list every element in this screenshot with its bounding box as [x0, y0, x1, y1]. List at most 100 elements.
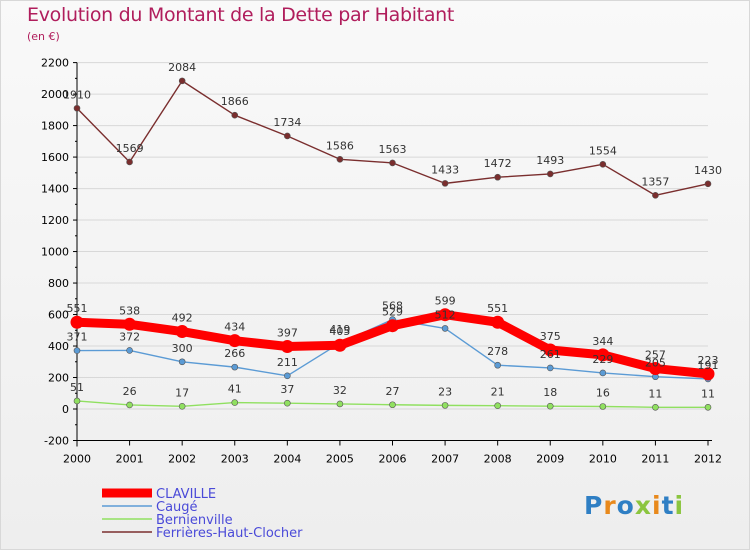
data-label: 1910: [63, 88, 91, 101]
legend-label: Bernienville: [156, 513, 233, 528]
data-point: [228, 334, 242, 348]
data-point: [284, 372, 291, 380]
chart-subtitle: (en €): [27, 30, 60, 43]
data-point: [494, 173, 501, 181]
data-label: 229: [592, 353, 613, 366]
data-label: 11: [701, 387, 715, 400]
y-tick-label: 400: [48, 340, 69, 353]
data-point: [178, 77, 186, 85]
data-label: 205: [645, 357, 666, 370]
y-tick-label: -200: [44, 435, 69, 448]
data-point: [389, 401, 396, 409]
y-tick-label: 2200: [41, 57, 69, 70]
x-tick-label: 2000: [63, 453, 91, 466]
logo-letter: t: [661, 491, 675, 520]
data-label: 278: [487, 345, 508, 358]
data-point: [178, 358, 186, 366]
data-label: 1357: [641, 175, 669, 188]
y-tick-label: 1200: [41, 214, 69, 227]
data-point: [178, 403, 186, 410]
data-label: 1866: [221, 95, 249, 108]
data-point: [652, 192, 659, 199]
y-tick-label: 600: [48, 309, 69, 322]
x-tick-label: 2006: [379, 453, 407, 466]
data-label: 51: [70, 381, 84, 394]
data-point: [599, 161, 607, 168]
data-label: 371: [67, 331, 88, 344]
data-label: 551: [67, 302, 88, 315]
data-point: [546, 170, 554, 178]
data-point: [491, 315, 505, 329]
x-tick-label: 2012: [694, 453, 722, 466]
data-point: [386, 319, 399, 333]
data-label: 257: [645, 349, 666, 362]
data-point: [441, 180, 449, 187]
data-point: [648, 362, 662, 376]
data-label: 1433: [431, 163, 459, 176]
y-tick-label: 1400: [41, 183, 69, 196]
x-tick-label: 2004: [273, 453, 301, 466]
logo-letter: i: [674, 491, 685, 520]
x-tick-label: 2002: [168, 453, 196, 466]
series-line-ferri-res-haut-clocher: [76, 80, 709, 197]
data-label: 27: [386, 385, 400, 398]
data-point: [231, 363, 239, 371]
data-point: [73, 104, 81, 112]
data-point: [441, 402, 449, 409]
data-point: [231, 399, 239, 406]
data-label: 1554: [589, 144, 617, 157]
data-label: 191: [698, 359, 719, 372]
data-label: 512: [435, 308, 456, 321]
x-tick-label: 2008: [484, 453, 512, 466]
data-point: [280, 339, 294, 353]
data-point: [333, 338, 347, 352]
y-tick-label: 1800: [41, 120, 69, 133]
data-point: [336, 155, 344, 163]
x-tick-label: 2005: [326, 453, 354, 466]
data-point: [704, 403, 712, 411]
data-point: [336, 400, 344, 408]
data-label: 551: [487, 302, 508, 315]
y-tick-label: 1600: [41, 151, 69, 164]
data-point: [543, 343, 557, 357]
x-tick-label: 2010: [589, 453, 617, 466]
data-label: 375: [540, 330, 561, 343]
y-tick-label: 200: [48, 372, 69, 385]
data-label: 1586: [326, 139, 354, 152]
data-label: 405: [329, 325, 350, 338]
data-point: [284, 399, 291, 407]
data-point: [701, 367, 715, 381]
data-point: [438, 308, 452, 322]
legend-label: Ferrières-Haut-Clocher: [156, 526, 303, 541]
data-label: 26: [123, 385, 137, 398]
data-label: 492: [172, 312, 193, 325]
data-point: [389, 159, 396, 167]
data-label: 1563: [379, 143, 407, 156]
data-label: 344: [592, 335, 613, 348]
x-tick-label: 2001: [116, 453, 144, 466]
x-tick-label: 2003: [221, 453, 249, 466]
y-tick-label: 2000: [41, 88, 69, 101]
logo-letter: P: [584, 491, 604, 520]
data-point: [599, 369, 607, 377]
data-label: 1493: [536, 154, 564, 167]
data-point: [126, 158, 133, 166]
data-point: [596, 348, 610, 362]
data-label: 419: [329, 323, 350, 336]
data-point: [126, 401, 133, 409]
data-label: 1472: [484, 157, 512, 170]
proxiti-logo: Proxiti: [584, 491, 684, 520]
data-label: 529: [382, 306, 403, 319]
data-label: 300: [172, 342, 193, 355]
data-point: [494, 361, 501, 369]
data-label: 17: [175, 386, 189, 399]
data-label: 18: [543, 386, 557, 399]
legend-label: CLAVILLE: [156, 487, 216, 502]
data-point: [123, 317, 137, 331]
data-label: 568: [382, 300, 403, 313]
data-point: [70, 315, 84, 329]
data-label: 223: [698, 354, 719, 367]
data-label: 41: [228, 383, 242, 396]
data-label: 1569: [116, 142, 144, 155]
y-tick-label: 1000: [41, 246, 69, 259]
